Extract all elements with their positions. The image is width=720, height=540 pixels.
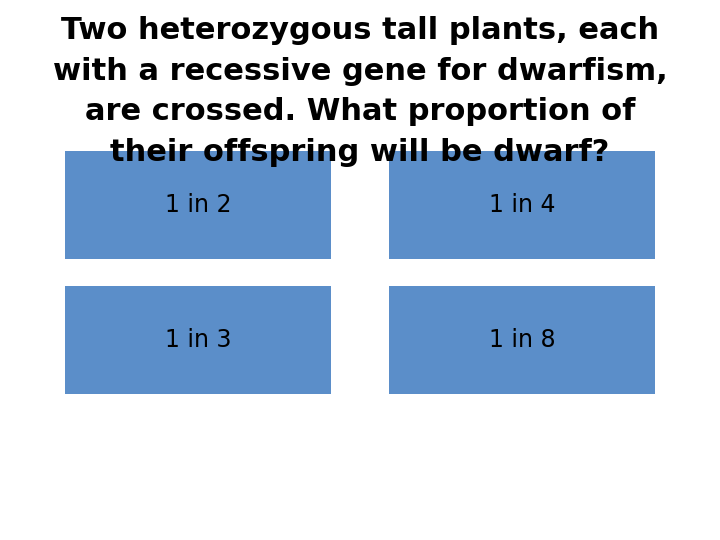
FancyBboxPatch shape [389, 151, 655, 259]
Text: Two heterozygous tall plants, each
with a recessive gene for dwarfism,
are cross: Two heterozygous tall plants, each with … [53, 16, 667, 167]
FancyBboxPatch shape [65, 286, 331, 394]
Text: 1 in 8: 1 in 8 [489, 328, 555, 352]
FancyBboxPatch shape [65, 151, 331, 259]
Text: 1 in 3: 1 in 3 [165, 328, 231, 352]
Text: 1 in 4: 1 in 4 [489, 193, 555, 217]
FancyBboxPatch shape [389, 286, 655, 394]
Text: 1 in 2: 1 in 2 [165, 193, 231, 217]
